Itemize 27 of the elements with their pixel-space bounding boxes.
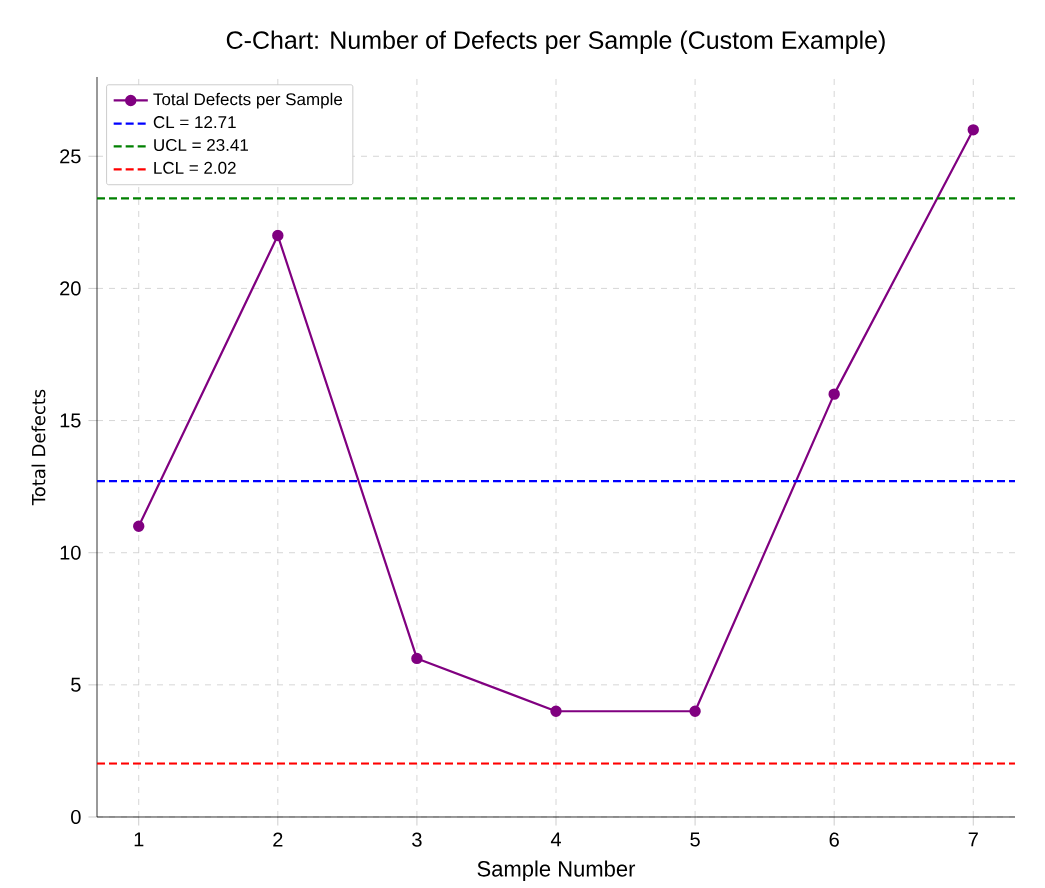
x-tick-label: 3 (412, 832, 422, 847)
x-tick-label: 5 (690, 832, 700, 847)
legend-label: UCL = 23.41 (154, 138, 248, 151)
x-tick-label: 1 (134, 832, 144, 847)
x-axis-title: Sample Number (477, 860, 636, 881)
y-tick-label: 20 (60, 281, 81, 296)
point (133, 520, 145, 532)
point (272, 229, 284, 242)
point (967, 124, 979, 136)
point (689, 705, 701, 717)
point (828, 388, 840, 400)
y-axis-title: Total Defects (31, 389, 46, 506)
x-tick-label: 6 (829, 832, 839, 847)
y-tick-label: 25 (60, 149, 81, 164)
y-tick-label: 0 (71, 809, 81, 825)
y-tick-label: 10 (60, 545, 81, 560)
legend-label: LCL = 2.02 (154, 161, 236, 174)
legend-label: Total Defects per Sample (153, 92, 343, 109)
x-tick-label: 7 (968, 832, 978, 847)
legend-label: CL = 12.71 (153, 116, 236, 129)
point (550, 705, 562, 717)
y-tick-label: 5 (71, 677, 81, 692)
y-tick-label: 15 (60, 413, 81, 428)
point (411, 652, 423, 665)
x-tick-label: 4 (550, 832, 561, 847)
x-tick-label: 2 (273, 832, 283, 847)
chart-title: C-Chart: Number of Defects per Sample (Custom Example) (226, 30, 885, 54)
